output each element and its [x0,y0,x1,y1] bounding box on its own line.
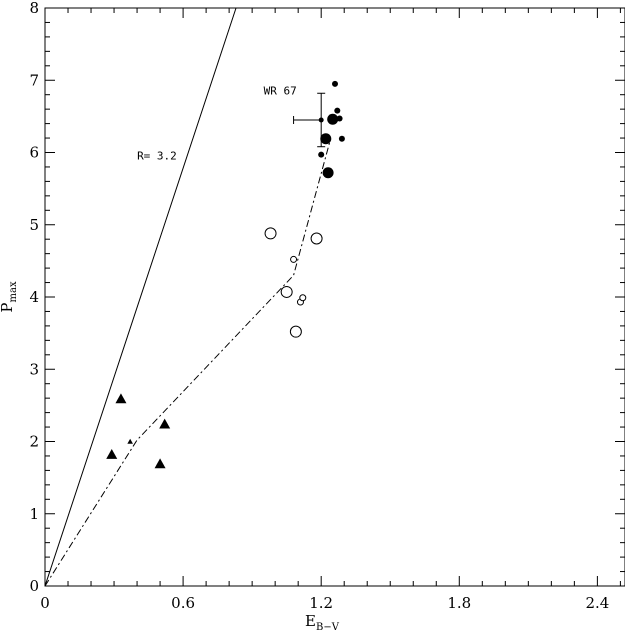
triangle-marker [115,393,127,404]
filled-circle-marker [320,133,332,145]
y-tick-label: 8 [29,0,39,17]
y-axis-label-main: P [0,303,16,313]
x-axis-label: EB−V [305,612,340,631]
triangle-marker [106,449,118,459]
wr67-point [318,117,324,123]
x-axis-label-main: E [305,612,316,630]
x-tick-label: 2.4 [585,594,609,612]
y-tick-label: 7 [29,71,39,89]
x-tick-label: 0 [40,594,50,612]
y-axis-label-sub: max [8,281,19,302]
y-tick-label: 6 [29,144,39,162]
y-tick-label: 1 [29,505,39,523]
open-circle-marker [290,255,298,263]
x-axis-label-sub: B−V [316,622,340,631]
y-tick-label: 4 [29,288,39,306]
labels-layer: 0 0.6 1.2 1.8 2.4 0 1 2 3 4 5 6 7 8 R= 3.2 WR 67 [29,0,609,612]
x-tick-label: 1.8 [447,594,471,612]
r-3-2-line-label: R= 3.2 [137,150,177,163]
triangle-marker [127,438,133,444]
filled-circle-marker [338,135,345,142]
r-3-2-line [45,8,237,586]
filled-circle-marker [327,113,339,125]
wr67-label: WR 67 [264,85,297,98]
open-circle-marker [299,294,307,302]
filled-circle-marker [318,151,325,158]
dash-dot-fit-line [45,139,331,586]
open-circle-marker [289,325,302,338]
open-circle-marker [264,227,277,240]
points-layer [106,80,345,469]
lines-layer [45,8,331,586]
y-tick-label: 2 [29,433,39,451]
y-tick-label: 3 [29,360,39,378]
open-circle-marker [280,285,293,298]
y-axis-label: Pmax [0,281,19,313]
x-tick-label: 0.6 [171,594,195,612]
filled-circle-marker [332,80,338,87]
plot-area-frame [44,7,625,587]
y-tick-label: 5 [29,216,39,234]
triangle-marker [159,418,171,429]
y-tick-label: 0 [29,577,39,595]
x-tick-label: 1.2 [309,594,333,612]
filled-circle-marker [322,167,334,179]
open-circle-marker [310,232,323,245]
ticks-layer [44,7,625,587]
filled-circle-marker [334,107,341,114]
filled-circle-marker [336,115,343,122]
triangle-marker [154,458,166,469]
